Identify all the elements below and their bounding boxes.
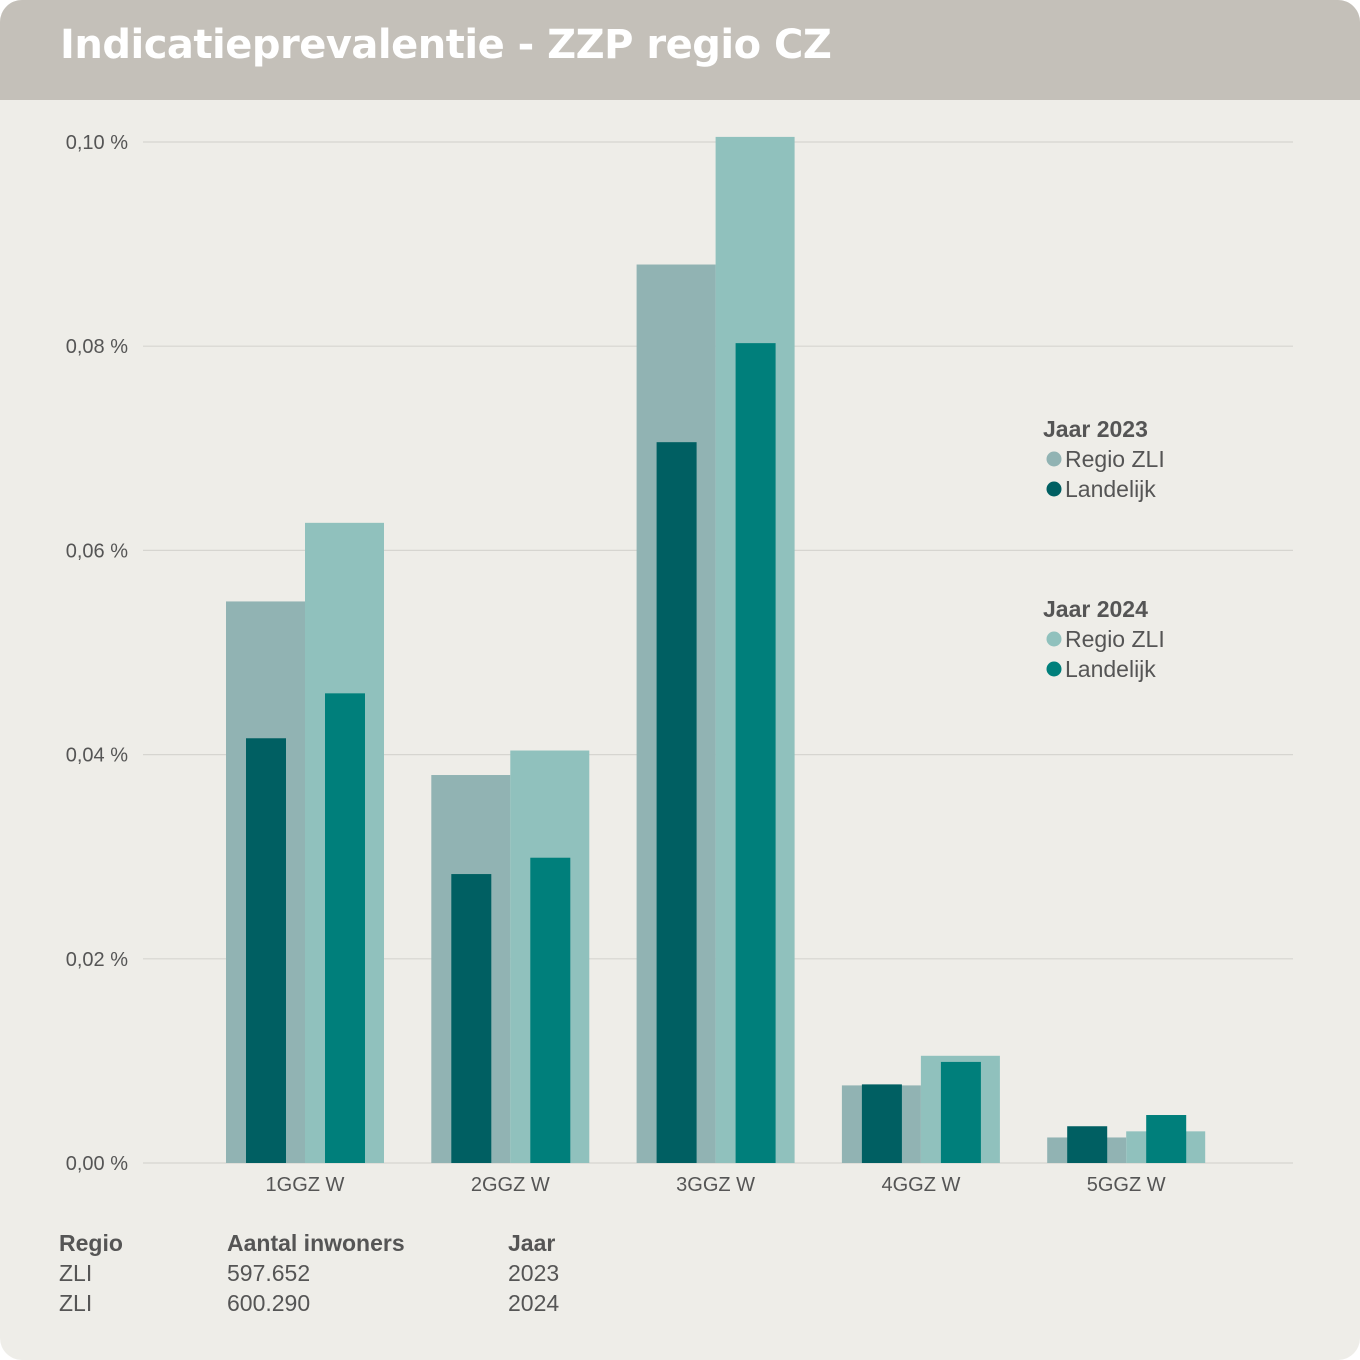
info-cell: ZLI xyxy=(59,1260,93,1286)
bar-landelijk-2023 xyxy=(656,442,697,1163)
bar-landelijk-2024 xyxy=(530,857,571,1163)
legend-label: Regio ZLI xyxy=(1065,446,1165,472)
info-header-jaar: Jaar xyxy=(508,1230,556,1256)
legend-label: Landelijk xyxy=(1065,656,1156,682)
legend-label: Landelijk xyxy=(1065,476,1156,502)
y-tick-label: 0,10 % xyxy=(66,132,128,154)
bars xyxy=(226,136,1206,1164)
info-header-regio: Regio xyxy=(59,1230,123,1256)
info-cell: ZLI xyxy=(59,1290,93,1316)
y-tick-label: 0,06 % xyxy=(66,540,128,562)
header-bar: Indicatieprevalentie - ZZP regio CZ xyxy=(0,0,1360,100)
info-col-inwoners: Aantal inwoners 597.652 600.290 xyxy=(227,1228,405,1318)
info-cell: 2024 xyxy=(508,1290,560,1316)
info-col-regio: Regio ZLI ZLI xyxy=(59,1228,123,1318)
legend-dot-icon xyxy=(1046,481,1062,497)
x-tick-label: 4GGZ W xyxy=(881,1174,960,1196)
bar-landelijk-2024 xyxy=(1146,1115,1187,1163)
bar-landelijk-2023 xyxy=(246,738,286,1163)
info-col-jaar: Jaar 2023 2024 xyxy=(508,1228,559,1318)
y-tick-label: 0,00 % xyxy=(66,1153,128,1175)
bar-landelijk-2023 xyxy=(1067,1126,1108,1163)
legend-title: Jaar 2023 xyxy=(1043,416,1148,442)
legend-dot-icon xyxy=(1046,451,1062,467)
x-tick-label: 1GGZ W xyxy=(266,1174,345,1196)
y-tick-label: 0,08 % xyxy=(66,336,128,358)
bar-landelijk-2024 xyxy=(735,343,776,1164)
legend: Jaar 2023 Regio ZLI Landelijk Jaar 2024 Regi… xyxy=(1043,416,1165,682)
bar-landelijk-2024 xyxy=(940,1061,981,1163)
legend-title: Jaar 2024 xyxy=(1043,596,1148,622)
info-header-inwoners: Aantal inwoners xyxy=(227,1230,405,1256)
x-tick-label: 3GGZ W xyxy=(676,1174,755,1196)
legend-label: Regio ZLI xyxy=(1065,626,1165,652)
bar-landelijk-2024 xyxy=(325,693,365,1163)
page-title: Indicatieprevalentie - ZZP regio CZ xyxy=(60,22,832,68)
bar-landelijk-2023 xyxy=(451,874,492,1163)
legend-dot-icon xyxy=(1046,661,1062,677)
legend-dot-icon xyxy=(1046,631,1062,647)
x-axis-ticks: 1GGZ W 2GGZ W 3GGZ W 4GGZ W 5GGZ W xyxy=(266,1174,1166,1196)
bar-landelijk-2023 xyxy=(861,1084,902,1163)
x-tick-label: 5GGZ W xyxy=(1087,1174,1166,1196)
info-cell: 2023 xyxy=(508,1260,560,1286)
info-cell: 597.652 xyxy=(227,1260,311,1286)
y-axis-ticks: 0,00 % 0,02 % 0,04 % 0,06 % 0,08 % 0,10 % xyxy=(66,132,128,1175)
y-tick-label: 0,02 % xyxy=(66,949,128,971)
info-cell: 600.290 xyxy=(227,1290,311,1316)
x-tick-label: 2GGZ W xyxy=(471,1174,550,1196)
y-tick-label: 0,04 % xyxy=(66,745,128,767)
